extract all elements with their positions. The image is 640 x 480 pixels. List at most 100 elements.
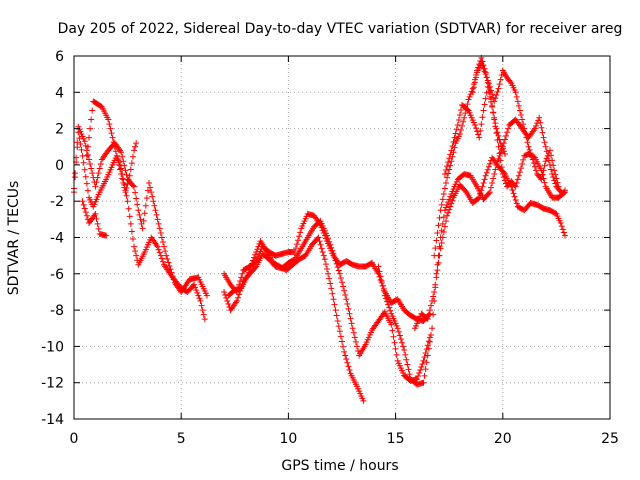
x-axis-label: GPS time / hours	[281, 458, 398, 474]
data-point	[431, 288, 438, 295]
data-point	[471, 121, 478, 128]
x-tick-label: 20	[494, 431, 512, 447]
series-track-11	[469, 60, 562, 190]
data-point	[519, 116, 526, 123]
data-point	[328, 285, 335, 292]
data-point	[315, 234, 322, 241]
data-point	[425, 338, 432, 345]
data-point	[253, 249, 260, 256]
data-point	[106, 121, 113, 128]
data-point	[486, 93, 493, 100]
data-point	[158, 234, 165, 241]
data-point	[468, 88, 475, 95]
data-point	[465, 96, 472, 103]
data-point	[516, 107, 523, 114]
data-point	[548, 166, 555, 173]
data-point	[330, 296, 337, 303]
data-point	[525, 143, 532, 150]
data-point	[479, 183, 486, 190]
series-track-8	[375, 114, 568, 388]
data-point	[479, 62, 486, 69]
data-point	[440, 229, 447, 236]
data-point	[551, 167, 558, 174]
data-point	[150, 198, 157, 205]
data-point	[522, 130, 529, 137]
data-point	[485, 88, 492, 95]
data-point	[142, 202, 149, 209]
data-point	[389, 327, 396, 334]
data-point	[436, 252, 443, 259]
x-tick-label: 5	[177, 431, 186, 447]
x-tick-labels: 0 5 10 15 20 25	[70, 431, 619, 447]
data-point	[153, 211, 160, 218]
data-point	[557, 219, 564, 226]
data-point	[529, 156, 536, 163]
data-point	[121, 162, 128, 169]
data-point	[375, 263, 382, 270]
data-point	[334, 264, 341, 271]
data-point	[331, 301, 338, 308]
data-point	[341, 287, 348, 294]
data-point	[392, 345, 399, 352]
data-point	[84, 151, 91, 158]
data-point	[432, 281, 439, 288]
y-tick-label: -12	[41, 376, 64, 392]
data-point	[391, 339, 398, 346]
data-point	[442, 218, 449, 225]
data-point	[335, 267, 342, 274]
series-track-7	[225, 234, 367, 404]
data-point	[385, 301, 392, 308]
data-point	[497, 140, 504, 147]
data-point	[131, 183, 138, 190]
data-point	[397, 336, 404, 343]
data-point	[538, 124, 545, 131]
data-point	[450, 138, 457, 145]
data-point	[495, 143, 502, 150]
data-point	[81, 138, 88, 145]
data-point	[511, 193, 518, 200]
data-point	[346, 366, 353, 373]
data-point	[420, 379, 427, 386]
data-point	[143, 195, 150, 202]
data-point	[448, 158, 455, 165]
series-track-1	[71, 129, 208, 323]
data-point	[321, 256, 328, 263]
data-point	[509, 187, 516, 194]
data-point	[447, 162, 454, 169]
y-axis-label: SDTVAR / TECUs	[6, 181, 22, 296]
y-tick-labels: -14 -12 -10 -8 -6 -4 -2 0 2 4 6	[41, 49, 64, 428]
data-point	[444, 174, 451, 181]
data-point	[483, 169, 490, 176]
data-point	[455, 116, 462, 123]
data-point	[139, 225, 146, 232]
data-point	[133, 252, 140, 259]
data-point	[416, 370, 423, 377]
data-point	[236, 291, 243, 298]
data-point	[403, 356, 410, 363]
data-point	[132, 143, 139, 150]
data-point	[469, 89, 476, 96]
data-point	[129, 236, 136, 243]
data-point	[457, 126, 464, 133]
data-point	[496, 150, 503, 157]
data-point	[476, 134, 483, 141]
data-point	[523, 134, 530, 141]
data-point	[501, 177, 508, 184]
data-point	[318, 245, 325, 252]
data-point	[325, 235, 332, 242]
data-point	[476, 194, 483, 201]
data-point	[480, 65, 487, 72]
data-point	[490, 109, 497, 116]
data-point	[429, 325, 436, 332]
data-point	[251, 254, 258, 261]
data-point	[122, 167, 129, 174]
data-point	[442, 180, 449, 187]
data-point	[118, 149, 125, 156]
data-point	[388, 321, 395, 328]
data-point	[426, 307, 433, 314]
data-point	[221, 288, 228, 295]
data-point	[296, 233, 303, 240]
series-track-4	[79, 198, 110, 239]
data-point	[510, 190, 517, 197]
data-point	[494, 88, 501, 95]
